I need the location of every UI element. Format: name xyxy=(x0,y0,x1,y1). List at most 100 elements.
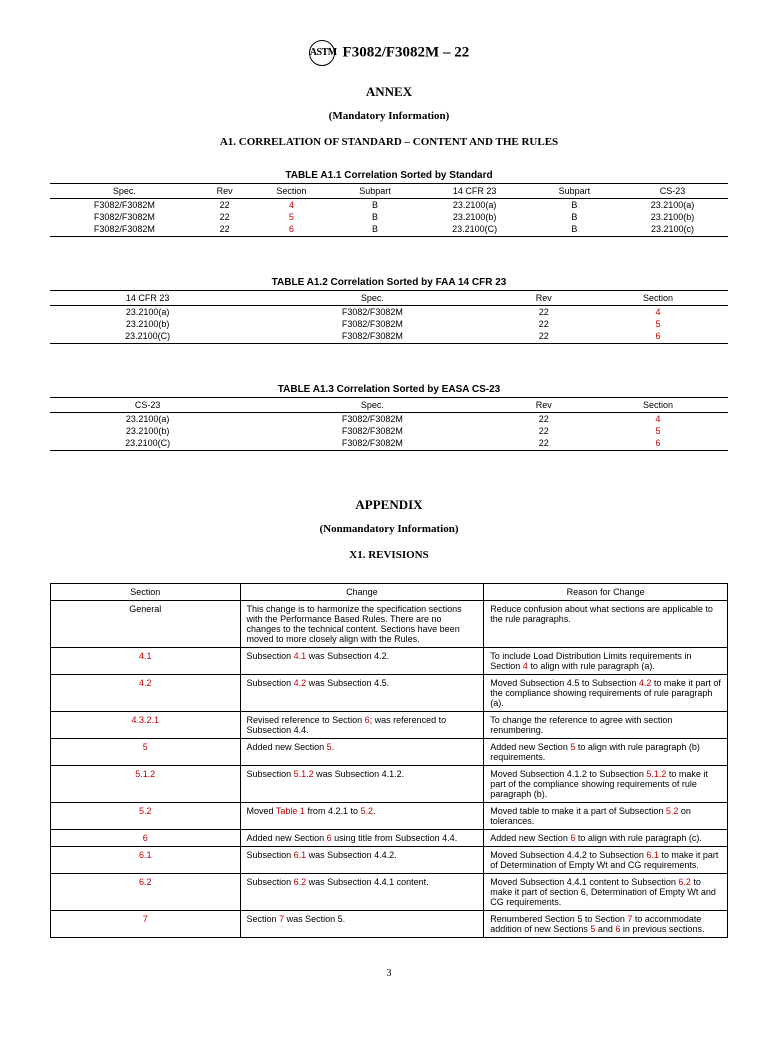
reason-cell: To include Load Distribution Limits requ… xyxy=(484,648,728,675)
table-row: 4.2Subsection 4.2 was Subsection 4.5.Mov… xyxy=(51,675,728,712)
section-cell: 5.2 xyxy=(51,803,241,830)
change-cell: Subsection 4.2 was Subsection 4.5. xyxy=(240,675,484,712)
nonmandatory-info-label: (Nonmandatory Information) xyxy=(50,523,728,535)
table-a13-caption: TABLE A1.3 Correlation Sorted by EASA CS… xyxy=(50,384,728,395)
table-cell: 5 xyxy=(588,318,728,330)
table-cell: F3082/F3082M xyxy=(245,413,499,426)
x1-heading: X1. REVISIONS xyxy=(50,549,728,561)
a1-heading: A1. CORRELATION OF STANDARD – CONTENT AN… xyxy=(50,136,728,148)
reason-cell: Added new Section 5 to align with rule p… xyxy=(484,739,728,766)
table-cell: 6 xyxy=(588,437,728,451)
table-cell: F3082/F3082M xyxy=(245,306,499,319)
reason-cell: Reduce confusion about what sections are… xyxy=(484,601,728,648)
column-header: Subpart xyxy=(532,184,617,199)
table-row: 5Added new Section 5.Added new Section 5… xyxy=(51,739,728,766)
table-row: 7Section 7 was Section 5.Renumbered Sect… xyxy=(51,911,728,938)
section-cell: 6.2 xyxy=(51,874,241,911)
section-cell: 6.1 xyxy=(51,847,241,874)
reason-cell: Moved Subsection 4.4.2 to Subsection 6.1… xyxy=(484,847,728,874)
table-a11: Spec.RevSectionSubpart14 CFR 23SubpartCS… xyxy=(50,183,728,237)
table-cell: 22 xyxy=(500,330,588,344)
table-cell: 23.2100(a) xyxy=(617,199,728,212)
section-cell: 4.2 xyxy=(51,675,241,712)
table-cell: 23.2100(C) xyxy=(50,437,245,451)
section-cell: General xyxy=(51,601,241,648)
table-cell: 23.2100(b) xyxy=(418,211,532,223)
table-row: 23.2100(a)F3082/F3082M224 xyxy=(50,306,728,319)
reason-cell: Moved Subsection 4.5 to Subsection 4.2 t… xyxy=(484,675,728,712)
table-cell: 23.2100(b) xyxy=(50,318,245,330)
table-cell: 23.2100(c) xyxy=(617,223,728,237)
table-cell: B xyxy=(332,223,417,237)
table-cell: 23.2100(C) xyxy=(50,330,245,344)
section-cell: 7 xyxy=(51,911,241,938)
column-header: Spec. xyxy=(245,398,499,413)
table-cell: 23.2100(b) xyxy=(50,425,245,437)
table-row: F3082/F3082M224B23.2100(a)B23.2100(a) xyxy=(50,199,728,212)
table-cell: 23.2100(b) xyxy=(617,211,728,223)
column-header: 14 CFR 23 xyxy=(418,184,532,199)
column-header: CS-23 xyxy=(617,184,728,199)
table-cell: 22 xyxy=(500,437,588,451)
table-cell: 23.2100(a) xyxy=(418,199,532,212)
table-a11-caption: TABLE A1.1 Correlation Sorted by Standar… xyxy=(50,170,728,181)
table-cell: 5 xyxy=(588,425,728,437)
reason-cell: Moved table to make it a part of Subsect… xyxy=(484,803,728,830)
reason-cell: To change the reference to agree with se… xyxy=(484,712,728,739)
table-cell: B xyxy=(332,211,417,223)
table-row: 6Added new Section 6 using title from Su… xyxy=(51,830,728,847)
table-cell: F3082/F3082M xyxy=(245,330,499,344)
table-cell: 22 xyxy=(199,223,251,237)
change-cell: Subsection 4.1 was Subsection 4.2. xyxy=(240,648,484,675)
table-row: 23.2100(C)F3082/F3082M226 xyxy=(50,330,728,344)
change-cell: Added new Section 6 using title from Sub… xyxy=(240,830,484,847)
table-cell: B xyxy=(532,211,617,223)
table-cell: 4 xyxy=(588,306,728,319)
column-header: Rev xyxy=(199,184,251,199)
column-header: Rev xyxy=(500,398,588,413)
revisions-table: SectionChangeReason for ChangeGeneralThi… xyxy=(50,583,728,938)
mandatory-info-label: (Mandatory Information) xyxy=(50,110,728,122)
table-cell: F3082/F3082M xyxy=(50,223,199,237)
table-row: 23.2100(C)F3082/F3082M226 xyxy=(50,437,728,451)
annex-title: ANNEX xyxy=(50,84,728,100)
column-header: CS-23 xyxy=(50,398,245,413)
table-a12: 14 CFR 23Spec.RevSection23.2100(a)F3082/… xyxy=(50,290,728,344)
table-cell: 6 xyxy=(588,330,728,344)
document-header: ASTM F3082/F3082M – 22 xyxy=(50,40,728,66)
table-cell: F3082/F3082M xyxy=(245,437,499,451)
table-row: 5.1.2Subsection 5.1.2 was Subsection 4.1… xyxy=(51,766,728,803)
reason-cell: Moved Subsection 4.1.2 to Subsection 5.1… xyxy=(484,766,728,803)
table-row: 5.2Moved Table 1 from 4.2.1 to 5.2.Moved… xyxy=(51,803,728,830)
change-cell: Section 7 was Section 5. xyxy=(240,911,484,938)
section-cell: 5 xyxy=(51,739,241,766)
table-cell: 22 xyxy=(199,199,251,212)
table-cell: 4 xyxy=(250,199,332,212)
column-header: Rev xyxy=(500,291,588,306)
section-cell: 6 xyxy=(51,830,241,847)
table-cell: 22 xyxy=(500,413,588,426)
table-a12-caption: TABLE A1.2 Correlation Sorted by FAA 14 … xyxy=(50,277,728,288)
section-cell: 5.1.2 xyxy=(51,766,241,803)
change-cell: This change is to harmonize the specific… xyxy=(240,601,484,648)
reason-cell: Moved Subsection 4.4.1 content to Subsec… xyxy=(484,874,728,911)
column-header: Section xyxy=(250,184,332,199)
column-header: Subpart xyxy=(332,184,417,199)
column-header: Spec. xyxy=(50,184,199,199)
column-header: Spec. xyxy=(245,291,499,306)
column-header: 14 CFR 23 xyxy=(50,291,245,306)
table-cell: 22 xyxy=(500,306,588,319)
change-cell: Added new Section 5. xyxy=(240,739,484,766)
table-row: 4.1Subsection 4.1 was Subsection 4.2.To … xyxy=(51,648,728,675)
change-cell: Subsection 6.1 was Subsection 4.4.2. xyxy=(240,847,484,874)
table-cell: 22 xyxy=(199,211,251,223)
designation: F3082/F3082M – 22 xyxy=(343,44,470,60)
astm-logo: ASTM xyxy=(309,40,335,66)
reason-cell: Renumbered Section 5 to Section 7 to acc… xyxy=(484,911,728,938)
column-header: Section xyxy=(588,398,728,413)
column-header: Section xyxy=(588,291,728,306)
appendix-title: APPENDIX xyxy=(50,497,728,513)
table-cell: B xyxy=(532,223,617,237)
table-cell: F3082/F3082M xyxy=(245,318,499,330)
reason-cell: Added new Section 6 to align with rule p… xyxy=(484,830,728,847)
